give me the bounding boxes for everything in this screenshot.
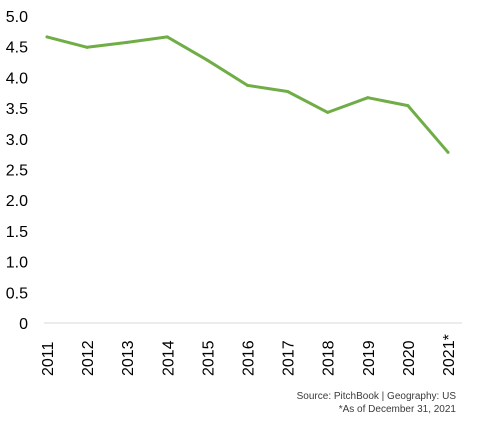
x-tick-label: 2017 <box>281 340 298 376</box>
y-tick-label: 0.5 <box>6 285 28 302</box>
data-point <box>326 110 330 114</box>
x-tick-label: 2020 <box>401 340 418 376</box>
x-tick-label: 2018 <box>321 340 338 376</box>
y-tick-label: 2.0 <box>6 193 28 210</box>
y-tick-label: 3.5 <box>6 101 28 118</box>
series-line <box>45 35 450 154</box>
data-point <box>446 150 450 154</box>
footnote-text: *As of December 31, 2021 <box>339 404 457 415</box>
data-point <box>246 83 249 87</box>
data-point <box>406 104 410 108</box>
data-point <box>165 35 169 39</box>
data-point <box>45 35 49 39</box>
y-tick-label: 4.5 <box>6 40 28 57</box>
y-tick-label: 4.0 <box>6 70 28 87</box>
x-tick-label: 2019 <box>361 340 378 376</box>
y-axis-tick-labels: 0 0.5 1.0 1.5 2.0 2.5 3.0 3.5 4.0 4.5 5.0 <box>6 9 28 333</box>
x-tick-label: 2016 <box>241 340 258 376</box>
x-tick-label: 2014 <box>160 340 177 376</box>
data-point <box>286 90 290 94</box>
data-point <box>205 58 209 62</box>
y-tick-label: 3.0 <box>6 132 28 149</box>
x-axis-tick-labels: 2011 2012 2013 2014 2015 2016 2017 2018 2019 2020… <box>40 334 458 376</box>
x-tick-label: 2015 <box>200 340 217 376</box>
y-tick-label: 5.0 <box>6 9 28 26</box>
y-tick-label: 0 <box>19 316 28 333</box>
source-text: Source: PitchBook | Geography: US <box>297 391 457 402</box>
y-tick-label: 1.5 <box>6 224 28 241</box>
x-tick-label: 2013 <box>120 340 137 376</box>
x-tick-label: 2021* <box>441 334 458 376</box>
data-point <box>125 40 129 44</box>
data-point <box>85 45 89 49</box>
series-points <box>45 35 450 154</box>
y-tick-label: 1.0 <box>6 255 28 272</box>
x-tick-label: 2011 <box>40 341 57 376</box>
y-tick-label: 2.5 <box>6 163 28 180</box>
x-tick-label: 2012 <box>80 340 97 376</box>
data-point <box>366 96 370 100</box>
